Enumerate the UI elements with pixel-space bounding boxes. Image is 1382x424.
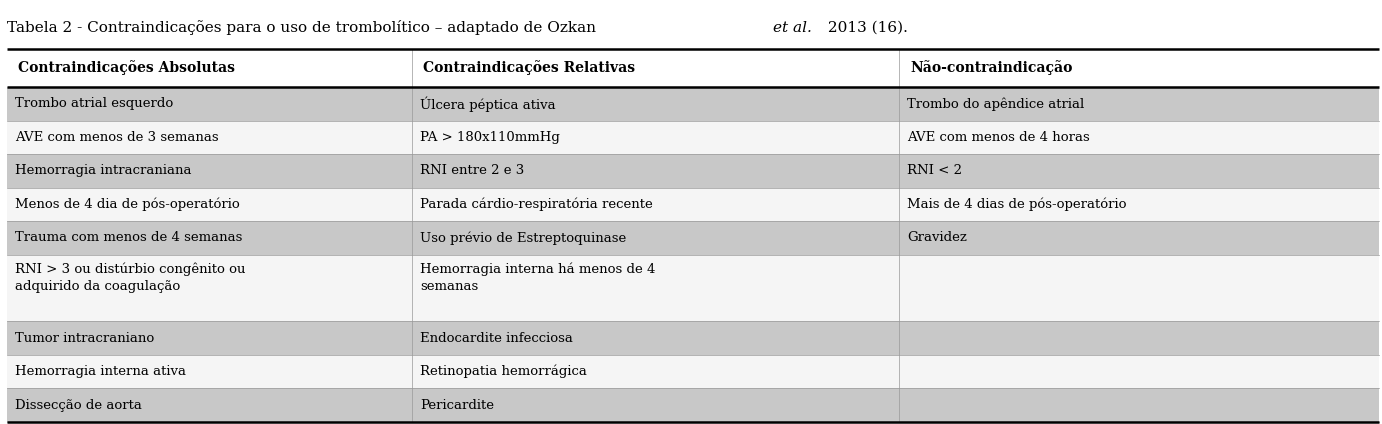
Text: Contraindicações Absolutas: Contraindicações Absolutas <box>18 61 235 75</box>
Text: Parada cárdio-respiratória recente: Parada cárdio-respiratória recente <box>420 198 652 211</box>
Bar <box>7 321 1379 355</box>
Text: Uso prévio de Estreptoquinase: Uso prévio de Estreptoquinase <box>420 231 626 245</box>
Text: Hemorragia intracraniana: Hemorragia intracraniana <box>15 165 192 177</box>
Bar <box>7 154 1379 188</box>
Text: RNI < 2: RNI < 2 <box>907 165 962 177</box>
Text: Endocardite infecciosa: Endocardite infecciosa <box>420 332 574 345</box>
Text: Não-contraindicação: Não-contraindicação <box>909 61 1072 75</box>
Text: RNI > 3 ou distúrbio congênito ou
adquirido da coagulação: RNI > 3 ou distúrbio congênito ou adquir… <box>15 262 246 293</box>
Text: RNI entre 2 e 3: RNI entre 2 e 3 <box>420 165 524 177</box>
Text: Hemorragia interna ativa: Hemorragia interna ativa <box>15 365 187 378</box>
Text: PA > 180x110mmHg: PA > 180x110mmHg <box>420 131 560 144</box>
Bar <box>7 87 1379 121</box>
Text: Trombo atrial esquerdo: Trombo atrial esquerdo <box>15 98 174 111</box>
Bar <box>7 355 1379 388</box>
Text: Trombo do apêndice atrial: Trombo do apêndice atrial <box>907 97 1085 111</box>
Text: Contraindicações Relativas: Contraindicações Relativas <box>423 61 634 75</box>
Text: Pericardite: Pericardite <box>420 399 493 412</box>
Text: Úlcera péptica ativa: Úlcera péptica ativa <box>420 96 556 112</box>
Text: Hemorragia interna há menos de 4
semanas: Hemorragia interna há menos de 4 semanas <box>420 262 655 293</box>
Text: Menos de 4 dia de pós-operatório: Menos de 4 dia de pós-operatório <box>15 198 240 211</box>
Text: Mais de 4 dias de pós-operatório: Mais de 4 dias de pós-operatório <box>907 198 1126 211</box>
Bar <box>7 188 1379 221</box>
Text: AVE com menos de 3 semanas: AVE com menos de 3 semanas <box>15 131 218 144</box>
Text: Retinopatia hemorrágica: Retinopatia hemorrágica <box>420 365 587 379</box>
Text: AVE com menos de 4 horas: AVE com menos de 4 horas <box>907 131 1090 144</box>
Text: Trauma com menos de 4 semanas: Trauma com menos de 4 semanas <box>15 232 243 244</box>
Text: 2013 (16).: 2013 (16). <box>824 20 908 35</box>
Text: Gravidez: Gravidez <box>907 232 967 244</box>
Bar <box>7 221 1379 254</box>
Bar <box>7 388 1379 422</box>
Text: Dissecção de aorta: Dissecção de aorta <box>15 399 142 412</box>
Text: Tabela 2 - Contraindicações para o uso de trombolítico – adaptado de Ozkan: Tabela 2 - Contraindicações para o uso d… <box>7 20 601 35</box>
Text: Tumor intracraniano: Tumor intracraniano <box>15 332 155 345</box>
Bar <box>7 49 1379 87</box>
Bar <box>7 121 1379 154</box>
Text: et al.: et al. <box>773 20 813 35</box>
